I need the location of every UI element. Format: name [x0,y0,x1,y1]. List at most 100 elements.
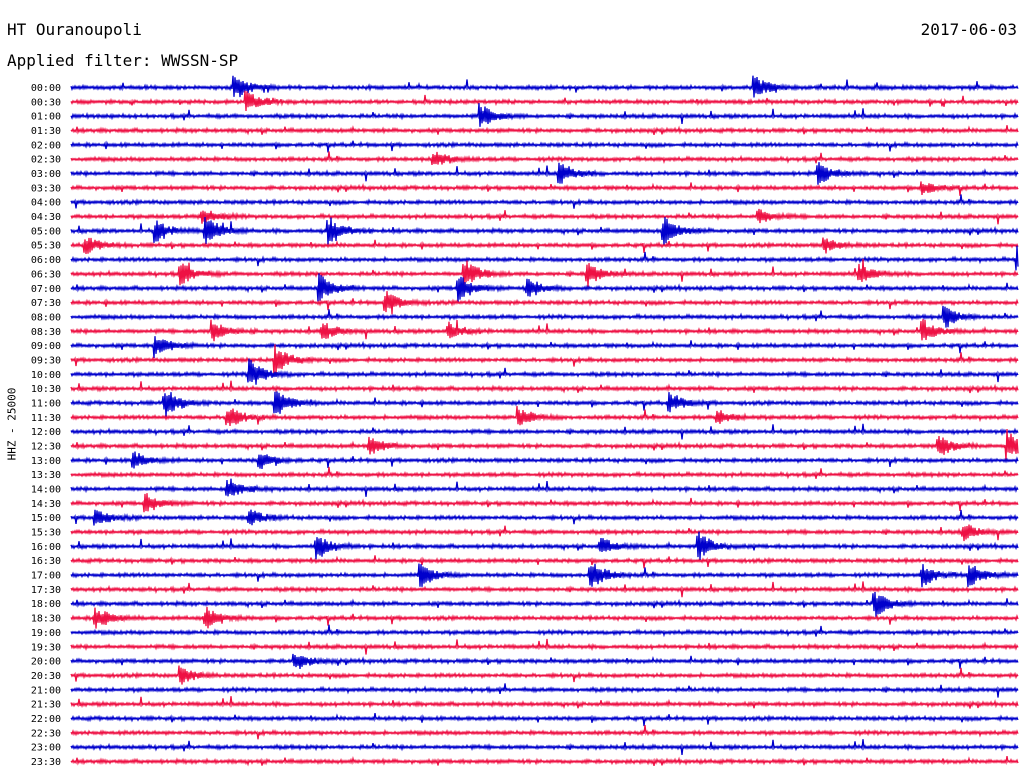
date-label: 2017-06-03 [920,20,1017,39]
trace-line [70,563,1019,588]
row-time-label: 21:30 [31,700,61,711]
trace-line [70,181,1019,196]
row-time-label: 19:30 [31,642,61,653]
row-time-label: 01:30 [31,126,61,137]
row-time-label: 18:30 [31,614,61,625]
row-time-label: 17:00 [31,571,61,582]
row-time-label: 12:00 [31,427,61,438]
row-time-label: 00:30 [31,97,61,108]
row-time-label: 23:30 [31,757,61,768]
row-time-label: 04:30 [31,212,61,223]
trace-line [70,696,1019,710]
trace-line [70,739,1019,755]
trace-line [70,638,1019,655]
trace-line [70,405,1019,427]
trace-line [70,208,1019,225]
trace-line [70,665,1019,685]
row-time-label: 07:30 [31,298,61,309]
row-time-label: 22:00 [31,714,61,725]
row-time-label: 03:00 [31,169,61,180]
row-time-label: 14:00 [31,485,61,496]
row-time-label: 23:00 [31,743,61,754]
trace-line [70,90,1019,112]
row-time-label: 02:30 [31,155,61,166]
trace-line [70,531,1019,561]
trace-line [70,591,1019,617]
trace-line [70,451,1019,469]
row-time-label: 00:00 [31,83,61,94]
row-time-label: 02:00 [31,140,61,151]
row-time-label: 19:00 [31,628,61,639]
trace-line [70,216,1019,246]
row-time-label: 11:30 [31,413,61,424]
trace-line [70,755,1019,767]
row-time-label: 14:30 [31,499,61,510]
row-time-label: 16:00 [31,542,61,553]
row-time-label: 21:00 [31,685,61,696]
trace-line [70,140,1019,153]
row-time-label: 13:30 [31,470,61,481]
trace-line [70,258,1019,287]
row-time-label: 04:00 [31,198,61,209]
trace-line [70,336,1019,359]
row-time-label: 18:00 [31,599,61,610]
row-time-label: 06:00 [31,255,61,266]
row-time-label: 13:00 [31,456,61,467]
trace-line [70,319,1019,342]
trace-line [70,391,1019,418]
row-time-label: 01:00 [31,112,61,123]
row-time-label: 07:00 [31,284,61,295]
trace-line [70,423,1019,440]
trace-line [70,509,1019,526]
trace-line [70,125,1019,136]
row-time-label: 09:30 [31,355,61,366]
trace-line [70,151,1019,166]
trace-line [70,524,1019,542]
station-title: HT Ouranoupoli [7,20,142,39]
trace-line [70,273,1019,303]
trace-line [70,712,1019,727]
row-time-label: 20:30 [31,671,61,682]
row-time-label: 05:30 [31,241,61,252]
trace-line [70,478,1019,497]
trace-line [70,291,1019,315]
trace-line [70,606,1019,629]
row-time-label: 06:30 [31,269,61,280]
trace-line [70,581,1019,598]
trace-line [70,75,1019,98]
trace-line [70,305,1019,328]
row-time-label: 20:00 [31,657,61,668]
trace-line [70,237,1019,254]
row-time-label: 08:30 [31,327,61,338]
row-time-label: 15:00 [31,513,61,524]
trace-line [70,653,1019,670]
trace-line [70,344,1019,376]
trace-line [70,624,1019,638]
trace-line [70,103,1019,127]
trace-line [70,683,1019,698]
trace-line [70,725,1019,740]
row-time-label: 03:30 [31,183,61,194]
row-time-label: 12:30 [31,442,61,453]
row-time-label: 05:00 [31,226,61,237]
trace-line [70,162,1019,185]
row-time-label: 11:00 [31,398,61,409]
row-time-label: 09:00 [31,341,61,352]
trace-line [70,358,1019,385]
trace-line [70,493,1019,513]
trace-line [70,555,1019,569]
trace-line [70,194,1019,209]
trace-line [70,245,1019,271]
row-time-label: 22:30 [31,728,61,739]
trace-line [70,428,1019,461]
row-time-label: 17:30 [31,585,61,596]
row-time-label: 15:30 [31,528,61,539]
row-time-label: 16:30 [31,556,61,567]
row-time-label: 08:00 [31,312,61,323]
row-time-label: 10:00 [31,370,61,381]
filter-label: Applied filter: WWSSN-SP [7,51,239,70]
trace-line [70,466,1019,480]
trace-line [70,380,1019,394]
row-time-label: 10:30 [31,384,61,395]
